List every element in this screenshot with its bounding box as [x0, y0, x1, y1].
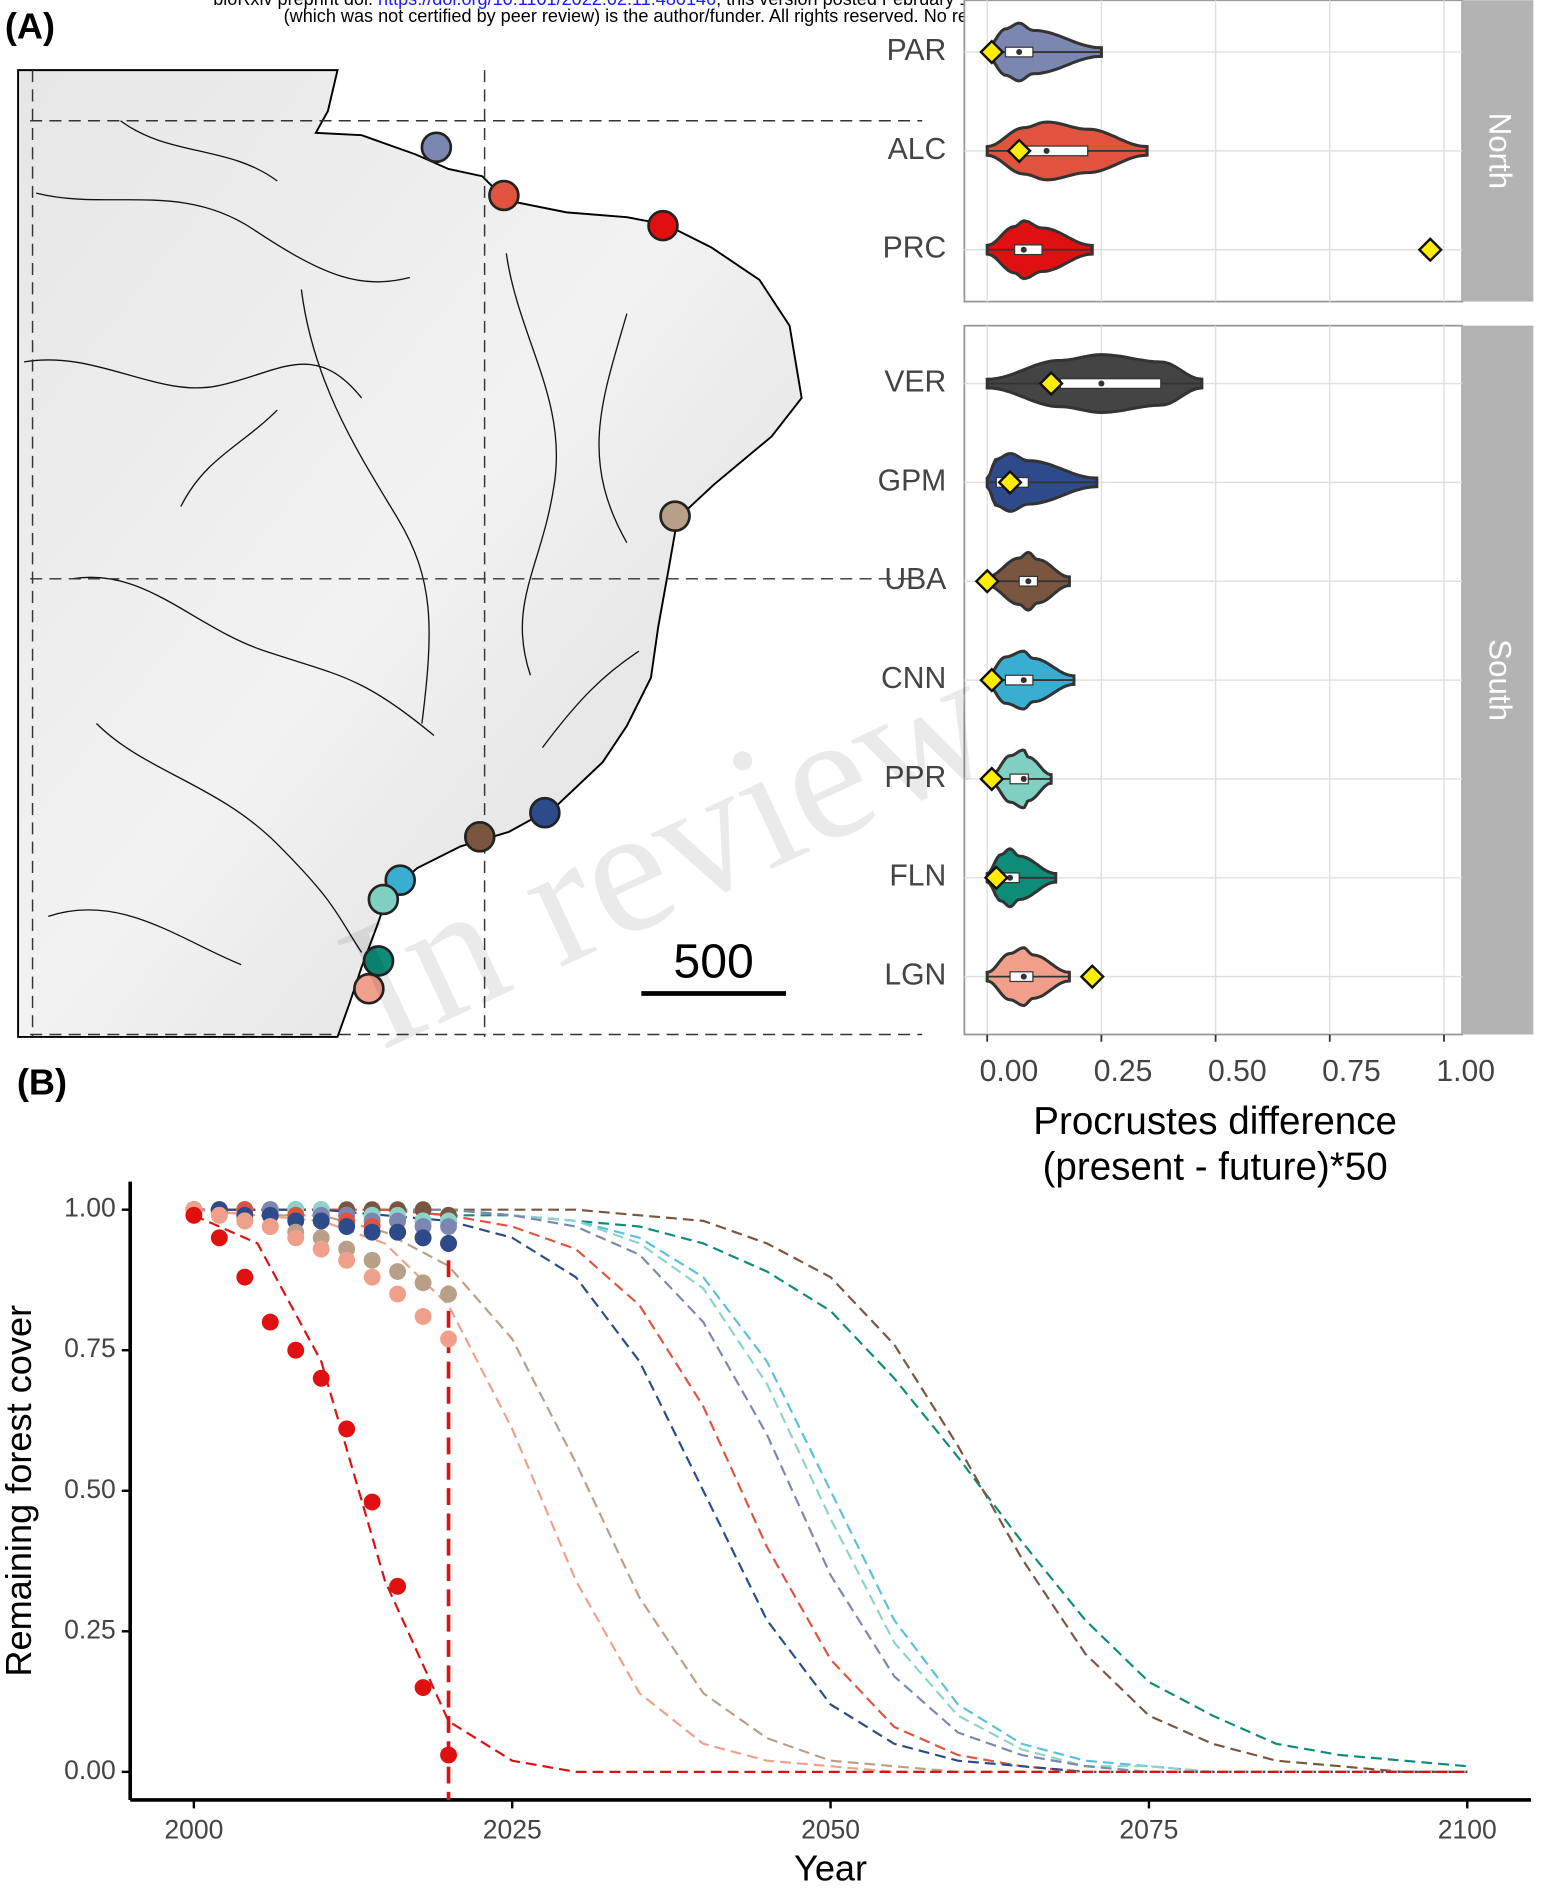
observed-point: [262, 1218, 279, 1235]
site: [649, 211, 678, 240]
observed-point: [364, 1224, 381, 1241]
fit-line: [194, 1210, 1467, 1772]
category-label: FLN: [889, 860, 946, 893]
fit-line: [194, 1210, 1467, 1772]
observed-point: [364, 1494, 381, 1511]
x-tick-label: 0.00: [980, 1055, 1039, 1088]
category-label: VER: [884, 365, 946, 398]
category-label: LGN: [884, 959, 946, 992]
observed-point: [236, 1212, 253, 1229]
x-tick-label: 2100: [1438, 1814, 1497, 1844]
observed-point: [415, 1308, 432, 1325]
x-tick-label: 0.50: [1208, 1055, 1267, 1088]
observed-point: [364, 1252, 381, 1269]
observed-point: [287, 1342, 304, 1359]
fit-line: [194, 1210, 1467, 1772]
observed-point: [338, 1218, 355, 1235]
fit-line: [194, 1210, 1467, 1772]
box: [1005, 675, 1032, 685]
fit-line: [194, 1210, 1467, 1767]
observed-point: [389, 1224, 406, 1241]
median: [1016, 49, 1022, 55]
fit-line: [194, 1215, 1467, 1772]
x-tick-label: 1.00: [1436, 1055, 1495, 1088]
site: [422, 133, 451, 162]
observed-point: [211, 1207, 228, 1224]
observed-point: [185, 1207, 202, 1224]
observed-point: [287, 1229, 304, 1246]
x-tick-label: 2050: [801, 1814, 860, 1844]
facet-label: South: [1483, 639, 1518, 721]
category-label: PRC: [883, 232, 947, 265]
observed-point: [389, 1578, 406, 1595]
observed-point: [415, 1229, 432, 1246]
median: [1021, 677, 1027, 683]
median: [1021, 247, 1027, 253]
observed-point: [440, 1235, 457, 1252]
panel-label: (A): [5, 6, 55, 47]
median: [1021, 974, 1027, 980]
y-tick-label: 0.25: [64, 1614, 116, 1644]
x-tick-label: 0.75: [1322, 1055, 1381, 1088]
observed-point: [313, 1241, 330, 1258]
fit-line: [194, 1210, 1467, 1772]
observed-point: [338, 1420, 355, 1437]
x-tick-label: 0.25: [1094, 1055, 1153, 1088]
observed-point: [440, 1747, 457, 1764]
y-tick-label: 1.00: [64, 1193, 116, 1223]
y-tick-label: 0.00: [64, 1755, 116, 1785]
facet-label: North: [1483, 113, 1518, 190]
y-tick-label: 0.50: [64, 1474, 116, 1504]
observed-point: [236, 1269, 253, 1286]
x-tick-label: 2025: [483, 1814, 542, 1844]
category-label: GPM: [878, 464, 947, 497]
observed-point: [364, 1269, 381, 1286]
observed-point: [389, 1263, 406, 1280]
x-tick-label: 2075: [1119, 1814, 1178, 1844]
fit-line: [194, 1210, 1467, 1772]
observed-point: [262, 1314, 279, 1331]
observed-point: [440, 1331, 457, 1348]
y-tick-label: 0.75: [64, 1333, 116, 1363]
fit-line: [194, 1210, 1467, 1772]
median: [1044, 148, 1050, 154]
category-label: UBA: [884, 563, 947, 596]
observed-point: [415, 1679, 432, 1696]
site: [489, 181, 518, 210]
box: [1060, 379, 1160, 389]
panel-label: (B): [17, 1062, 67, 1103]
box: [1024, 146, 1088, 156]
x-tick-label: 2000: [164, 1814, 223, 1844]
category-label: PAR: [887, 34, 947, 67]
median: [1021, 776, 1027, 782]
observed-point: [415, 1274, 432, 1291]
median: [1098, 381, 1104, 387]
figure: bioRxiv preprint doi: https://doi.org/10…: [0, 0, 1543, 1893]
observed-point: [440, 1218, 457, 1235]
observed-point: [389, 1286, 406, 1303]
observed-point: [440, 1286, 457, 1303]
median: [1025, 578, 1031, 584]
x-axis-title: (present - future)*50: [1043, 1146, 1388, 1189]
box: [1015, 245, 1042, 255]
y-axis-title: Remaining forest cover: [0, 1305, 39, 1677]
fit-line: [194, 1210, 1467, 1772]
observed-point: [313, 1370, 330, 1387]
observed-point: [211, 1229, 228, 1246]
observed-point: [338, 1252, 355, 1269]
observed-point: [313, 1212, 330, 1229]
x-axis-title: Procrustes difference: [1033, 1100, 1397, 1143]
category-label: ALC: [888, 133, 947, 166]
page: bioRxiv preprint doi: https://doi.org/10…: [0, 0, 1543, 1893]
x-axis-title: Year: [794, 1848, 867, 1889]
site: [661, 502, 690, 531]
